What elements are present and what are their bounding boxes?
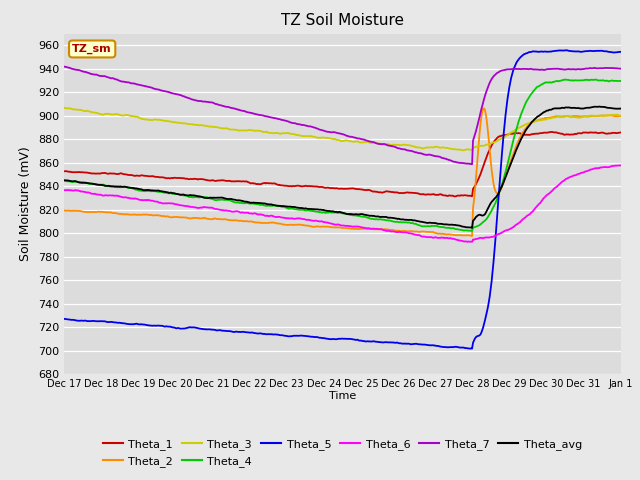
Legend: Theta_1, Theta_2, Theta_3, Theta_4, Theta_5, Theta_6, Theta_7, Theta_avg: Theta_1, Theta_2, Theta_3, Theta_4, Thet… [98,435,587,471]
X-axis label: Time: Time [329,391,356,401]
Title: TZ Soil Moisture: TZ Soil Moisture [281,13,404,28]
Text: TZ_sm: TZ_sm [72,44,112,54]
Y-axis label: Soil Moisture (mV): Soil Moisture (mV) [19,146,33,262]
